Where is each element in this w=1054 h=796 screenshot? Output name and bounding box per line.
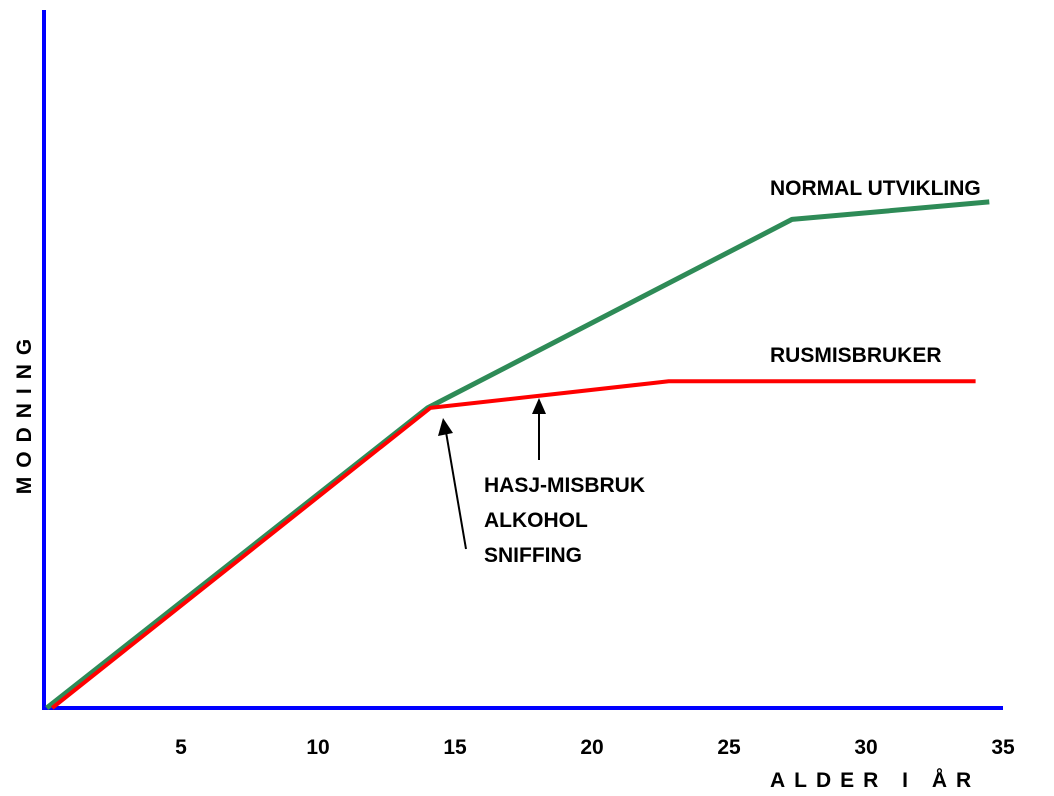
series-line-normal-utvikling: [45, 199, 990, 710]
x-tick-label: 35: [991, 736, 1015, 759]
annotation-arrowhead: [532, 398, 546, 414]
series-line-rusmisbruker: [50, 379, 976, 710]
series-label-rusmisbruker: RUSMISBRUKER: [770, 344, 942, 367]
x-tick-label: 15: [443, 736, 467, 759]
x-tick-label: 5: [175, 736, 187, 759]
x-tick-label: 30: [854, 736, 877, 759]
annotation-line: SNIFFING: [484, 544, 582, 567]
x-axis-title: ALDER I ÅR: [770, 768, 980, 792]
x-tick-label: 20: [580, 736, 603, 759]
x-tick-label: 25: [717, 736, 741, 759]
annotation-line: ALKOHOL: [484, 509, 588, 532]
x-tick-label: 10: [306, 736, 329, 759]
annotation-arrow-shaft: [445, 431, 467, 550]
annotation-arrowhead: [438, 418, 453, 436]
series-label-normal-utvikling: NORMAL UTVIKLING: [770, 177, 981, 200]
y-axis-title: MODNING: [13, 330, 36, 495]
annotation-line: HASJ-MISBRUK: [484, 474, 645, 497]
